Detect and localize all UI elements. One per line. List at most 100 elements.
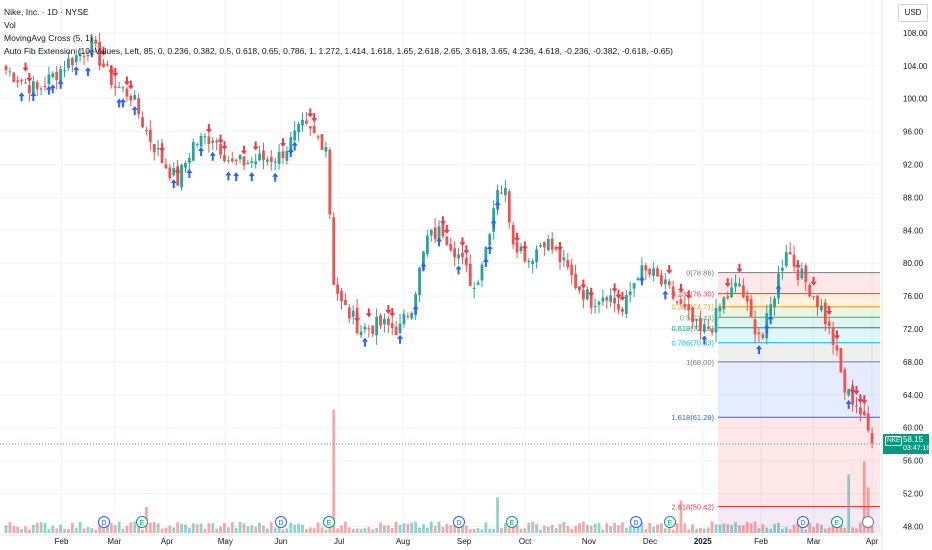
candle-body xyxy=(585,289,589,300)
buy-arrow-icon xyxy=(209,151,216,161)
candle-body xyxy=(20,79,24,82)
buy-arrow-icon xyxy=(88,48,95,58)
sell-arrow-icon xyxy=(685,290,692,300)
volume-bar xyxy=(714,524,718,533)
candle-body xyxy=(632,283,636,289)
sell-arrow-icon xyxy=(833,330,840,340)
candle-body xyxy=(24,82,27,84)
candle-body xyxy=(718,307,722,312)
legend-fib-extension[interactable]: Auto Fib Extension (10, Values, Left, 85… xyxy=(4,46,673,56)
candle-body xyxy=(675,301,679,303)
sell-arrow-icon xyxy=(279,138,286,148)
sell-arrow-icon xyxy=(311,113,318,123)
candle-body xyxy=(574,273,577,288)
candle-body xyxy=(546,239,550,251)
candle-body xyxy=(667,281,671,286)
candle-body xyxy=(819,305,823,311)
legend-moving-average[interactable]: MovingAvg Cross (5, 1) xyxy=(4,33,93,43)
sell-arrow-icon xyxy=(159,143,166,153)
volume-bar xyxy=(648,522,652,533)
x-tick-label: Oct xyxy=(519,537,532,546)
volume-bar xyxy=(858,522,862,533)
candle-body xyxy=(808,284,812,297)
buy-arrow-icon xyxy=(775,284,782,294)
candle-body xyxy=(47,74,51,85)
candle-body xyxy=(531,261,535,265)
volume-bar xyxy=(195,524,199,533)
volume-bar xyxy=(67,529,70,533)
candle-body xyxy=(601,297,605,302)
event-marker-label: E xyxy=(510,520,515,527)
candle-body xyxy=(722,297,726,310)
legend-volume[interactable]: Vol xyxy=(4,20,16,30)
volume-bar xyxy=(741,525,745,533)
volume-bar xyxy=(90,528,94,533)
candle-body xyxy=(141,117,144,128)
candle-body xyxy=(180,164,183,188)
volume-bar xyxy=(265,528,269,533)
candle-body xyxy=(347,307,351,319)
volume-bar xyxy=(507,524,511,533)
volume-bar xyxy=(406,523,410,533)
candle-body xyxy=(35,82,39,89)
last-price-label: NKE 58.15 03:47:18 xyxy=(883,433,930,454)
candle-body xyxy=(570,264,574,276)
candle-body xyxy=(63,70,66,72)
volume-bar xyxy=(796,522,800,533)
volume-bar xyxy=(613,522,617,533)
x-tick-label: Feb xyxy=(55,537,69,546)
volume-bar xyxy=(628,525,632,533)
volume-bar xyxy=(137,525,141,533)
candle-body xyxy=(265,159,269,162)
volume-bar xyxy=(546,526,550,533)
volume-bar xyxy=(636,523,640,533)
volume-bar xyxy=(386,525,390,533)
volume-bar xyxy=(745,521,749,533)
sell-arrow-icon xyxy=(588,287,595,297)
volume-bar xyxy=(687,529,691,533)
volume-bar xyxy=(332,409,336,533)
candle-body xyxy=(519,246,523,251)
sell-arrow-icon xyxy=(611,283,618,293)
volume-bar xyxy=(230,522,234,533)
candle-body xyxy=(453,248,457,258)
candle-body xyxy=(371,325,375,334)
sell-arrow-icon xyxy=(112,67,119,77)
candle-body xyxy=(238,154,242,160)
candle-body xyxy=(484,246,488,262)
y-tick-label: 92.00 xyxy=(903,161,924,170)
volume-bar xyxy=(433,525,437,533)
candle-body xyxy=(687,304,691,311)
volume-bar xyxy=(51,525,55,533)
sell-arrow-icon xyxy=(615,289,622,299)
volume-bar xyxy=(133,521,137,533)
volume-bar xyxy=(734,521,737,533)
candle-body xyxy=(199,135,203,147)
volume-bar xyxy=(769,528,773,533)
legend-title[interactable]: Nike, Inc. · 1D · NYSE xyxy=(4,7,89,17)
candle-body xyxy=(207,136,211,144)
candle-body xyxy=(297,123,301,133)
candle-body xyxy=(184,162,187,168)
volume-bar xyxy=(371,529,375,533)
currency-button[interactable]: USD xyxy=(898,4,928,22)
fib-level-label: 0.5(73.43) xyxy=(680,313,715,322)
candle-body xyxy=(581,289,585,300)
volume-bar xyxy=(207,523,211,533)
earnings-marker-icon xyxy=(323,516,335,528)
volume-bar xyxy=(843,528,847,533)
volume-bar xyxy=(82,528,86,533)
candle-body xyxy=(230,158,234,162)
candle-body xyxy=(55,71,59,81)
x-tick-label: May xyxy=(218,537,233,546)
volume-bar xyxy=(184,524,187,533)
volume-bar xyxy=(164,527,168,533)
volume-bar xyxy=(273,527,277,533)
event-marker-label: D xyxy=(633,520,638,527)
buy-arrow-icon xyxy=(763,324,770,334)
volume-bar xyxy=(492,528,496,533)
volume-bar xyxy=(500,528,503,533)
x-tick-label: Dec xyxy=(643,537,657,546)
candle-body xyxy=(90,37,94,56)
